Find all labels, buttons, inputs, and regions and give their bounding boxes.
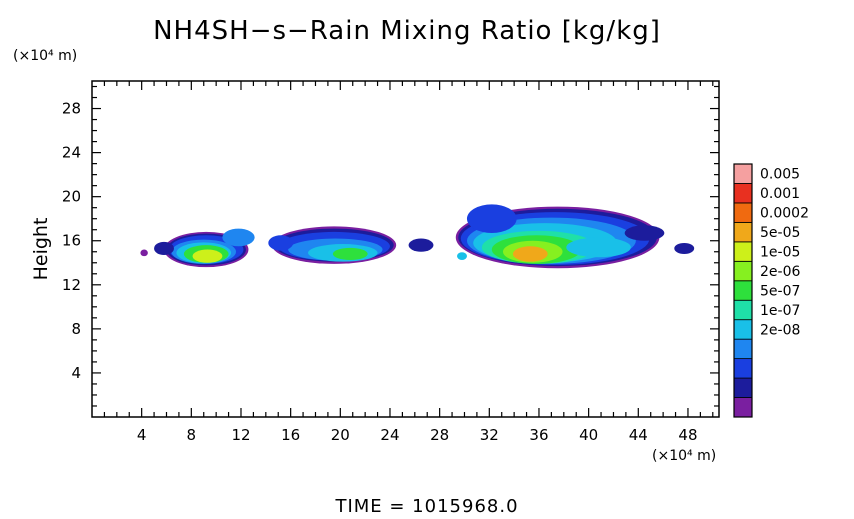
colorbar-label: 5e-05: [760, 225, 800, 241]
colorbar-label: 0.0002: [760, 206, 809, 222]
colorbar-swatch: [733, 299, 753, 321]
chart-title: NH4SH−s−Rain Mixing Ratio [kg/kg]: [153, 16, 661, 46]
x-axis-unit: (×10⁴ m): [652, 448, 716, 464]
y-tick-label: 20: [62, 188, 81, 206]
cloud-center-fragment-1: [268, 235, 294, 251]
y-axis-label: Height: [30, 218, 52, 281]
x-tick-label: 48: [678, 426, 697, 444]
y-axis-unit: (×10⁴ m): [13, 48, 77, 64]
colorbar-swatch: [733, 260, 753, 282]
colorbar-swatch: [733, 358, 753, 379]
colorbar-frame: [733, 163, 753, 418]
colorbar-swatch: [733, 338, 753, 360]
cloud-right-fragment-1: [674, 242, 695, 254]
colorbar-swatch: [733, 202, 753, 223]
colorbar-swatch: [733, 241, 753, 262]
cloud-center-fragment-2: [408, 238, 434, 252]
colorbar-label: 2e-06: [760, 264, 800, 280]
cloud-right-upper-lobe: [466, 204, 517, 234]
colorbar-swatch: [733, 319, 753, 340]
x-tick-label: 28: [430, 426, 449, 444]
cloud-right-tail: [624, 225, 665, 241]
x-tick-label: 44: [629, 426, 648, 444]
cloud-center-fragment-3: [457, 252, 467, 261]
colorbar-label: 5e-07: [760, 284, 800, 300]
colorbar-swatch: [733, 163, 753, 184]
x-tick-label: 4: [137, 426, 147, 444]
colorbar-swatch: [733, 280, 753, 301]
plot-frame: [91, 80, 720, 418]
cloud-left-fragment-2: [140, 249, 148, 257]
time-label: TIME = 1015968.0: [334, 496, 518, 517]
x-tick-label: 12: [231, 426, 250, 444]
y-tick-label: 12: [62, 276, 81, 294]
y-tick-label: 24: [62, 144, 81, 162]
colorbar-label: 1e-07: [760, 303, 800, 319]
x-tick-label: 20: [331, 426, 350, 444]
y-tick-label: 8: [71, 320, 81, 338]
colorbar-label: 0.005: [760, 167, 800, 183]
cloud-right-peak: [512, 246, 548, 262]
colorbar: 0.005 0.001 0.0002 5e-05 1e-05 2e-06 5e-07 1e-0…: [733, 163, 809, 418]
x-tick-label: 36: [529, 426, 548, 444]
plot-area: [140, 204, 695, 269]
colorbar-label: 0.001: [760, 186, 800, 202]
colorbar-swatch: [733, 377, 753, 398]
x-tick-label: 40: [579, 426, 598, 444]
cloud-left-peak: [192, 249, 223, 263]
cloud-left-fragment-3: [222, 228, 255, 247]
colorbar-swatch: [733, 221, 753, 243]
colorbar-label: 1e-05: [760, 245, 800, 261]
colorbar-swatch: [733, 397, 753, 418]
colorbar-label: 2e-08: [760, 322, 800, 338]
x-tick-label: 32: [480, 426, 499, 444]
cloud-center-peak: [332, 247, 368, 261]
y-tick-label: 16: [62, 232, 81, 250]
colorbar-swatch: [733, 183, 753, 204]
y-tick-label: 4: [71, 364, 81, 382]
x-tick-label: 16: [281, 426, 300, 444]
y-tick-label: 28: [62, 100, 81, 118]
x-tick-label: 24: [380, 426, 399, 444]
x-tick-label: 8: [187, 426, 197, 444]
cloud-right-lower-lobe: [566, 237, 631, 258]
cloud-left-fragment-1: [154, 241, 174, 256]
